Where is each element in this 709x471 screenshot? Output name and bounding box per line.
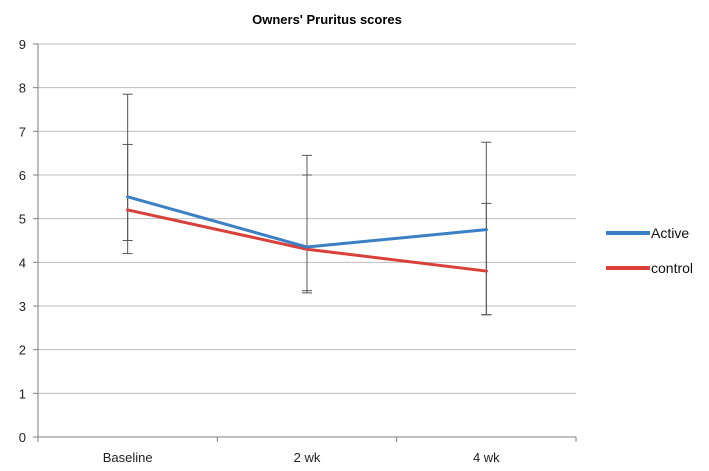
- x-tick-label: 2 wk: [294, 450, 321, 465]
- y-tick-label: 9: [19, 37, 26, 52]
- y-tick-label: 0: [19, 430, 26, 445]
- legend-label-control: control: [651, 260, 693, 276]
- y-tick-label: 1: [19, 386, 26, 401]
- y-tick-label: 7: [19, 124, 26, 139]
- data-point-control: [126, 208, 130, 212]
- x-tick-label: 4 wk: [473, 450, 500, 465]
- y-tick-label: 6: [19, 168, 26, 183]
- series-lines: [126, 195, 488, 273]
- axes: 0 1 2 3 4 5 6 7 8 9 Baseline 2 wk 4 wk: [19, 37, 577, 465]
- data-point-active: [305, 245, 309, 249]
- chart-title: Owners' Pruritus scores: [252, 12, 402, 27]
- data-point-active: [484, 228, 488, 232]
- y-tick-label: 8: [19, 81, 26, 96]
- legend: Active control: [606, 225, 693, 276]
- x-tick-label: Baseline: [103, 450, 153, 465]
- data-point-active: [126, 195, 130, 199]
- error-bars: [122, 93, 492, 316]
- legend-label-active: Active: [651, 225, 689, 241]
- y-tick-label: 3: [19, 299, 26, 314]
- data-point-control: [484, 269, 488, 273]
- y-tick-label: 4: [19, 255, 26, 270]
- y-tick-label: 5: [19, 212, 26, 227]
- y-tick-label: 2: [19, 343, 26, 358]
